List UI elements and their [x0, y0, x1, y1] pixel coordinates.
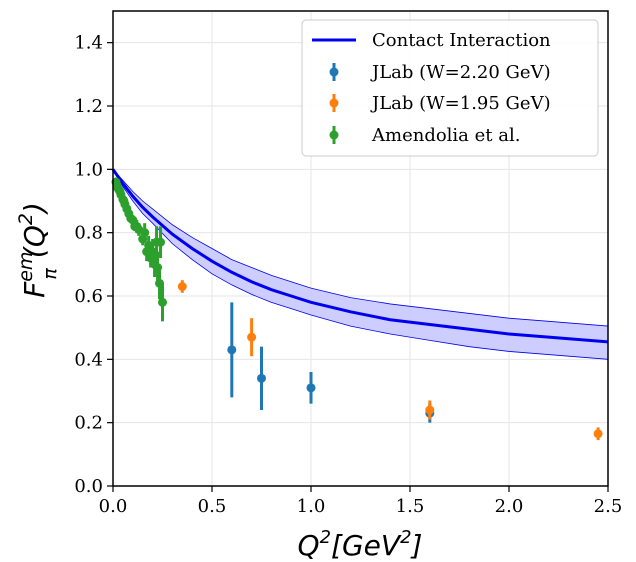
y-tick-label: 1.4: [74, 33, 103, 54]
series-1: [177, 280, 603, 441]
x-tick-label: 0.5: [198, 496, 227, 517]
data-point: [593, 429, 603, 439]
data-point: [177, 282, 187, 291]
legend-label-jlab220: JLab (W=2.20 GeV): [370, 62, 551, 83]
band-lower-edge: [112, 169, 609, 360]
y-tick-label: 0.0: [74, 476, 103, 497]
x-tick-label: 1.0: [297, 496, 326, 517]
legend-swatch-jlab220: [329, 67, 339, 77]
legend-swatch-jlab195: [329, 98, 339, 108]
contact-interaction-curve: [111, 168, 609, 344]
x-axis-label-open: [GeV: [331, 529, 402, 562]
plot-frame: [112, 10, 609, 487]
confidence-band: [112, 169, 609, 360]
y-tick-label: 0.4: [74, 349, 103, 370]
y-axis-label: Fem π (Q2): [15, 202, 61, 298]
y-tick-label: 0.2: [74, 413, 103, 434]
y-axis-ticks: 0.0 0.2 0.4 0.6 0.8 1.0 1.2 1.4: [74, 33, 113, 497]
x-axis-label-close: ]: [410, 529, 423, 562]
x-tick-label: 2.5: [594, 496, 623, 517]
x-axis-label-sup2: 2: [400, 527, 411, 548]
data-point: [156, 237, 166, 247]
data-point: [140, 228, 150, 238]
data-point: [158, 297, 167, 307]
curve-line: [111, 168, 609, 344]
x-axis-ticks: 0.0 0.5 1.0 1.5 2.0 2.5: [99, 486, 623, 517]
data-point: [425, 405, 435, 415]
x-axis-label-sup: 2: [320, 527, 331, 548]
band-area: [113, 169, 608, 360]
legend-label-amendolia: Amendolia et al.: [371, 125, 520, 146]
y-tick-label: 1.2: [74, 96, 103, 117]
legend: Contact Interaction JLab (W=2.20 GeV) JL…: [301, 19, 599, 157]
y-axis-label-sup2: 2: [15, 213, 37, 225]
data-point: [257, 373, 266, 383]
x-tick-label: 1.5: [396, 496, 425, 517]
y-tick-label: 1.0: [74, 159, 103, 180]
y-axis-label-close: ): [18, 202, 51, 215]
legend-label-jlab195: JLab (W=1.95 GeV): [370, 93, 551, 114]
x-axis-label-q: Q: [298, 529, 320, 562]
data-point: [247, 332, 257, 342]
x-tick-label: 0.0: [99, 496, 128, 517]
y-axis-label-open: (Q: [18, 225, 51, 258]
legend-label-curve: Contact Interaction: [372, 30, 551, 51]
y-tick-label: 0.6: [74, 286, 103, 307]
data-point: [306, 383, 316, 393]
x-tick-label: 2.0: [495, 496, 524, 517]
y-axis-label-sub: π: [39, 268, 61, 280]
band-upper-edge: [112, 169, 609, 327]
y-axis-label-sup: em: [15, 252, 37, 282]
legend-swatch-amendolia: [329, 130, 339, 140]
y-tick-label: 0.8: [74, 223, 103, 244]
legend-box: [301, 19, 599, 157]
y-axis-label-f: F: [18, 281, 51, 298]
x-axis-label: Q2[GeV2]: [298, 527, 423, 562]
series-2: [111, 177, 167, 322]
data-points: [111, 177, 603, 441]
data-point: [227, 345, 237, 355]
